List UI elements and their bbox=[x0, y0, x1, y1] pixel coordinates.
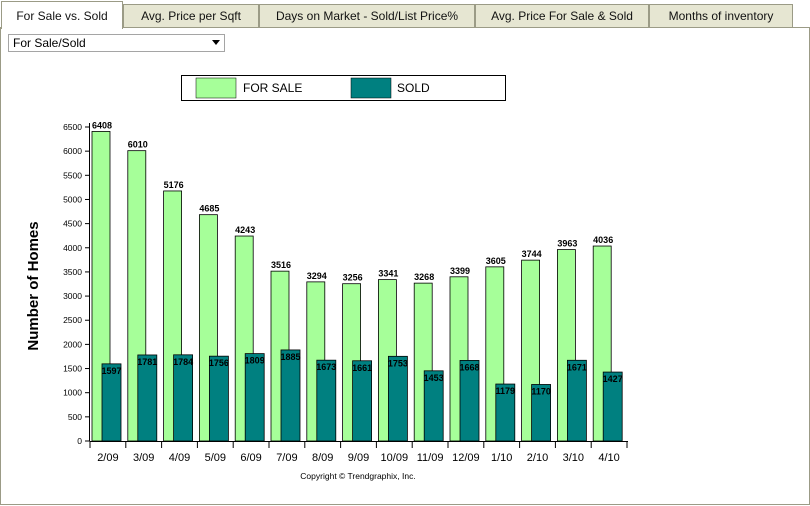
y-tick-label: 2000 bbox=[63, 339, 82, 349]
bar-sold bbox=[316, 359, 337, 442]
y-tick-label: 1500 bbox=[63, 364, 82, 374]
copyright-footnote: Copyright © Trendgraphix, Inc. bbox=[300, 471, 415, 481]
data-label-for-sale: 3605 bbox=[486, 256, 506, 266]
x-tick-label: 9/09 bbox=[348, 452, 369, 464]
x-tick-label: 3/09 bbox=[133, 452, 154, 464]
data-label-sold: 1179 bbox=[496, 386, 516, 396]
data-label-sold: 1784 bbox=[173, 357, 193, 367]
data-label-sold: 1753 bbox=[388, 358, 408, 368]
data-label-for-sale: 4685 bbox=[199, 204, 219, 214]
bar-sold bbox=[208, 355, 229, 442]
x-tick-label: 4/10 bbox=[598, 452, 619, 464]
y-axis-title: Number of Homes bbox=[25, 221, 42, 350]
data-label-sold: 1453 bbox=[424, 373, 444, 383]
y-tick-label: 1000 bbox=[63, 388, 82, 398]
data-label-sold: 1668 bbox=[459, 362, 479, 372]
tab-for-sale-vs-sold[interactable]: For Sale vs. Sold bbox=[1, 1, 123, 29]
data-label-sold: 1673 bbox=[316, 362, 336, 372]
data-label-sold: 1597 bbox=[101, 366, 121, 376]
data-label-for-sale: 3516 bbox=[271, 260, 291, 270]
legend-label-for-sale: FOR SALE bbox=[243, 81, 302, 95]
data-label-for-sale: 3399 bbox=[450, 266, 470, 276]
y-tick-label: 500 bbox=[68, 412, 82, 422]
bar-sold bbox=[459, 360, 480, 442]
chevron-down-icon bbox=[212, 40, 220, 45]
x-tick-label: 11/09 bbox=[417, 452, 444, 464]
data-label-for-sale: 4036 bbox=[593, 235, 613, 245]
y-tick-label: 6500 bbox=[63, 122, 82, 132]
x-tick-label: 4/09 bbox=[169, 452, 190, 464]
bar-sold bbox=[173, 354, 194, 442]
x-tick-label: 6/09 bbox=[240, 452, 261, 464]
legend-swatch-for-sale bbox=[195, 77, 237, 99]
data-label-sold: 1671 bbox=[567, 362, 587, 372]
legend-label-sold: SOLD bbox=[397, 81, 430, 95]
y-tick-label: 5500 bbox=[63, 170, 82, 180]
data-label-for-sale: 4243 bbox=[235, 225, 255, 235]
bar-sold bbox=[101, 363, 122, 442]
y-tick-label: 6000 bbox=[63, 146, 82, 156]
data-label-for-sale: 3256 bbox=[343, 273, 363, 283]
y-tick-label: 4000 bbox=[63, 243, 82, 253]
bar-sold bbox=[352, 360, 373, 442]
y-tick-label: 2500 bbox=[63, 315, 82, 325]
data-label-sold: 1661 bbox=[352, 363, 372, 373]
data-label-sold: 1781 bbox=[137, 357, 157, 367]
data-label-sold: 1427 bbox=[603, 374, 623, 384]
data-label-for-sale: 3268 bbox=[414, 272, 434, 282]
x-tick-label: 3/10 bbox=[563, 452, 584, 464]
tab-days-on-market[interactable]: Days on Market - Sold/List Price% bbox=[259, 4, 475, 28]
data-label-for-sale: 3963 bbox=[557, 239, 577, 249]
bar-sold bbox=[280, 349, 301, 442]
dropdown-selected-value: For Sale/Sold bbox=[13, 36, 86, 50]
data-label-sold: 1885 bbox=[280, 352, 300, 362]
data-label-for-sale: 3744 bbox=[522, 249, 542, 259]
bar-sold bbox=[244, 353, 265, 442]
y-tick-label: 3500 bbox=[63, 267, 82, 277]
y-tick-label: 4500 bbox=[63, 219, 82, 229]
y-tick-label: 0 bbox=[77, 436, 82, 446]
x-tick-label: 8/09 bbox=[312, 452, 333, 464]
chart-type-dropdown[interactable]: For Sale/Sold bbox=[8, 34, 225, 52]
data-label-sold: 1809 bbox=[245, 356, 265, 366]
bar-sold bbox=[423, 370, 444, 442]
data-label-for-sale: 3294 bbox=[307, 271, 327, 281]
x-tick-label: 12/09 bbox=[452, 452, 480, 464]
legend-swatch-sold bbox=[350, 77, 392, 99]
bar-sold bbox=[602, 371, 623, 442]
x-tick-label: 10/09 bbox=[381, 452, 409, 464]
bar-sold bbox=[387, 355, 408, 442]
data-label-for-sale: 5176 bbox=[164, 180, 184, 190]
x-tick-label: 2/09 bbox=[97, 452, 118, 464]
x-tick-label: 7/09 bbox=[276, 452, 297, 464]
y-tick-label: 3000 bbox=[63, 291, 82, 301]
bar-sold bbox=[567, 359, 587, 442]
data-label-for-sale: 6010 bbox=[128, 140, 148, 150]
data-label-sold: 1756 bbox=[209, 358, 229, 368]
data-label-for-sale: 3341 bbox=[378, 269, 398, 279]
x-tick-label: 5/09 bbox=[205, 452, 226, 464]
data-label-for-sale: 6408 bbox=[92, 120, 112, 130]
bar-sold bbox=[137, 354, 158, 442]
data-label-sold: 1170 bbox=[531, 386, 551, 396]
y-tick-label: 5000 bbox=[63, 194, 82, 204]
x-tick-label: 1/10 bbox=[491, 452, 512, 464]
bar-sold bbox=[531, 384, 551, 442]
bar-sold bbox=[495, 383, 516, 442]
x-tick-label: 2/10 bbox=[527, 452, 548, 464]
